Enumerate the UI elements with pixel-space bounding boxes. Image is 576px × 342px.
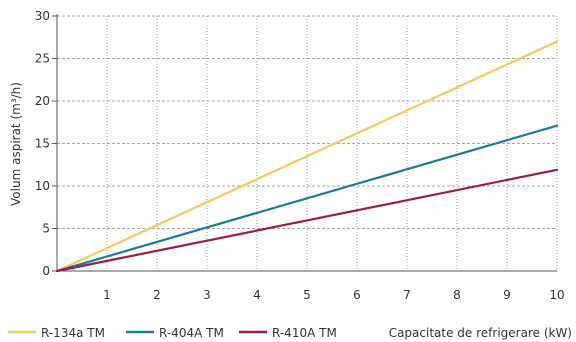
x-tick-label: 9 xyxy=(503,288,511,302)
y-tick-label: 25 xyxy=(35,52,50,66)
y-tick-label: 15 xyxy=(35,137,50,151)
y-tick-label: 20 xyxy=(35,94,50,108)
y-axis-title: Volum aspirat (m³/h) xyxy=(9,82,23,206)
y-tick-label: 0 xyxy=(42,264,50,278)
legend-label: R-134a TM xyxy=(41,326,105,340)
grid xyxy=(57,15,558,271)
x-axis-title: Capacitate de refrigerare (kW) xyxy=(389,326,572,340)
x-tick-label: 6 xyxy=(353,288,361,302)
x-tick-label: 2 xyxy=(153,288,161,302)
series-line xyxy=(55,40,559,273)
series-line xyxy=(55,168,559,273)
y-tick-label: 30 xyxy=(35,9,50,23)
axes xyxy=(52,14,557,272)
legend: R-134a TM R-404A TM R-410A TM xyxy=(8,326,337,340)
legend-label: R-404A TM xyxy=(159,326,224,340)
series-line xyxy=(55,124,559,273)
series-lines xyxy=(55,40,559,273)
x-tick-label: 8 xyxy=(453,288,461,302)
x-tick-label: 7 xyxy=(403,288,411,302)
x-tick-label: 10 xyxy=(549,288,564,302)
y-tick-label: 5 xyxy=(42,222,50,236)
x-tick-label: 5 xyxy=(303,288,311,302)
x-tick-label: 4 xyxy=(253,288,261,302)
tick-labels: 0 5 10 15 20 25 30 1 2 3 4 5 6 7 8 9 10 xyxy=(35,9,565,302)
x-tick-label: 1 xyxy=(103,288,111,302)
legend-label: R-410A TM xyxy=(272,326,337,340)
y-tick-label: 10 xyxy=(35,179,50,193)
x-tick-label: 3 xyxy=(203,288,211,302)
